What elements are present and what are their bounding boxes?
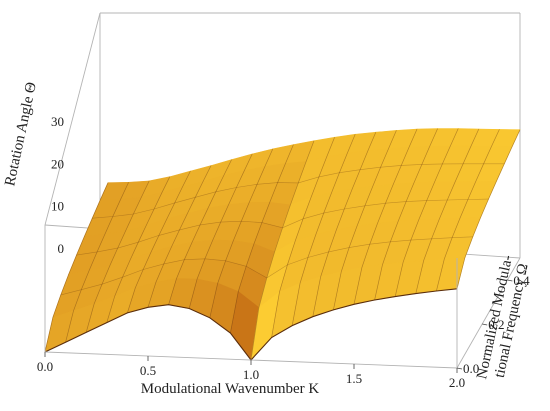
x-tick-label: 0.5 xyxy=(140,363,156,378)
z-tick-label: 0 xyxy=(58,241,65,256)
y-tick-mark xyxy=(482,323,488,326)
mesh-line xyxy=(168,159,232,305)
y-tick-mark xyxy=(456,367,463,370)
mesh-line xyxy=(436,129,500,292)
mesh-line xyxy=(65,182,129,343)
mesh-line xyxy=(353,128,418,305)
x-tick-label: 0.0 xyxy=(37,359,53,374)
surface-mesh xyxy=(44,128,521,361)
box-edge xyxy=(456,257,521,369)
mesh-line xyxy=(147,165,212,308)
mesh-line xyxy=(92,163,505,219)
z-tick-label: 30 xyxy=(51,114,64,129)
y-tick-label: 0.0 xyxy=(463,361,479,376)
mesh-line xyxy=(106,176,171,323)
x-tick-label: 1.5 xyxy=(346,371,362,386)
y-tick-label: 0.4 xyxy=(513,273,530,288)
mesh-line xyxy=(85,180,150,333)
z-tick-label: 20 xyxy=(51,156,64,171)
surface xyxy=(44,128,521,361)
mesh-line xyxy=(60,236,473,296)
box-edge xyxy=(44,12,101,226)
mesh-line xyxy=(188,153,253,309)
mesh-line xyxy=(291,134,356,326)
y-tick-mark xyxy=(507,279,513,282)
mesh-line xyxy=(333,130,397,310)
mesh-line xyxy=(127,170,191,314)
mesh-line xyxy=(271,137,335,338)
x-tick-label: 1.0 xyxy=(243,367,259,382)
mesh-line xyxy=(374,128,438,301)
z-axis-label: Rotation Angle Θ xyxy=(2,81,40,188)
mesh-line xyxy=(44,182,109,353)
x-tick-label: 2.0 xyxy=(449,375,465,390)
mesh-line xyxy=(394,128,459,297)
mesh-line xyxy=(209,148,274,318)
y-axis-label: Normalized Modula- tional Frequency Ω xyxy=(474,254,531,381)
y-tick-label: 0.2 xyxy=(488,317,504,332)
z-tick-label: 10 xyxy=(51,199,64,214)
x-axis-label: Modulational Wavenumber K xyxy=(141,381,320,397)
mesh-line xyxy=(250,140,315,361)
mesh-line xyxy=(312,132,377,317)
mesh-line xyxy=(76,198,489,256)
mesh-line xyxy=(415,128,480,294)
mesh-line xyxy=(230,144,294,334)
mesh-line xyxy=(456,129,521,289)
